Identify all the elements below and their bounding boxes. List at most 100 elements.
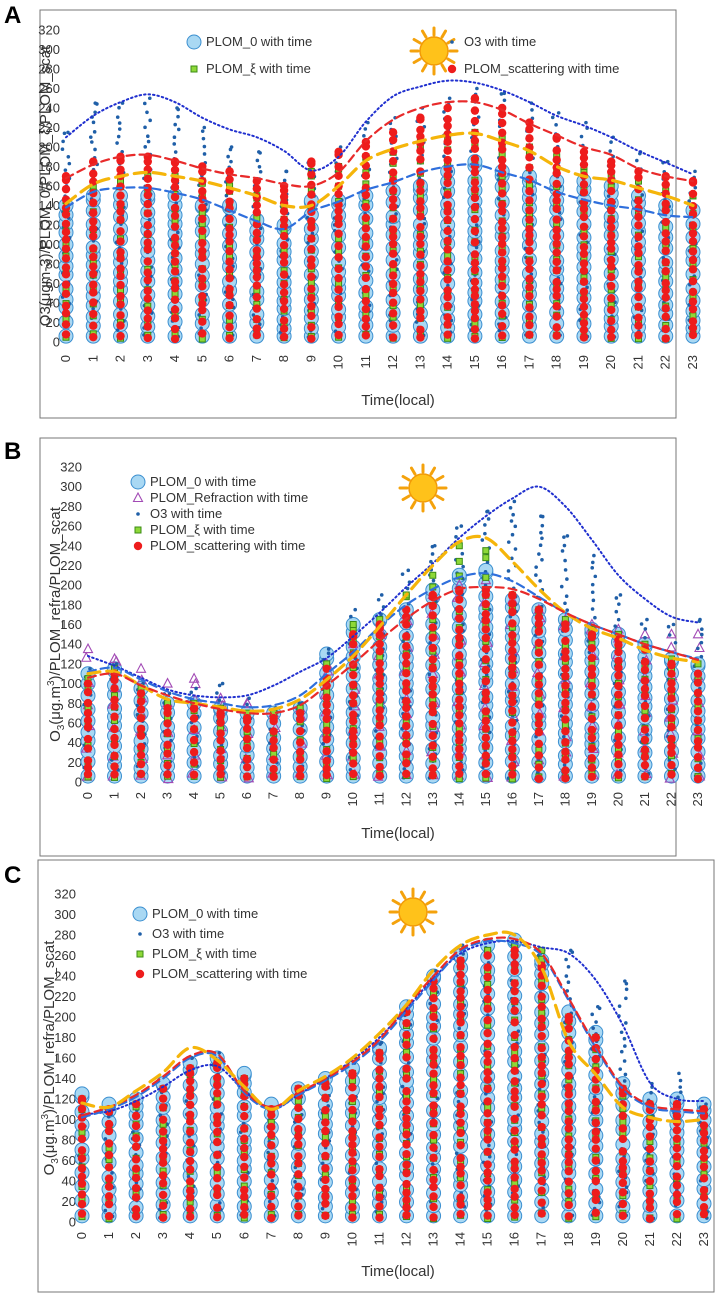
point-scat [116,227,125,236]
point-scat [614,647,623,657]
point-scat [334,274,343,283]
point-scat [116,264,125,273]
point-scat [388,195,398,204]
point-scat [89,262,98,271]
point-scat [110,740,119,750]
point-scat [693,753,703,762]
point-o3 [624,1021,628,1025]
point-scat [322,770,331,780]
point-scat [349,733,358,742]
point-scat [83,734,93,744]
y-tick-label: 320 [60,460,82,475]
point-scat [497,309,507,319]
legend-item: O3 with time [450,34,536,49]
point-xi [429,571,437,579]
sun-ray [410,466,417,476]
point-scat [561,737,570,747]
point-scat [252,201,262,210]
point-scat [110,675,119,685]
point-o3 [326,647,331,651]
point-scat [455,651,464,660]
point-scat [163,728,172,738]
x-tick-label: 17 [521,355,536,369]
point-scat [607,167,616,177]
trend-line [86,572,700,709]
point-scat [497,291,507,301]
point-o3 [430,1162,435,1166]
point-o3 [667,633,672,637]
point-scat [89,321,98,330]
point-scat [525,320,534,330]
y-tick-label: 240 [38,101,60,116]
point-scat [116,182,125,191]
point-scat [481,741,491,750]
point-refr [241,697,253,708]
point-scat [322,756,331,766]
point-scat [443,178,452,188]
point-o3 [93,110,97,115]
point-o3 [564,594,569,599]
point-o3 [110,1171,114,1175]
point-scat [497,248,507,257]
point-scat [143,314,152,323]
point-scat [587,744,597,753]
sun-ray [412,57,422,64]
point-scat [508,638,517,648]
point-scat [83,687,93,697]
x-tick-label: 16 [504,792,519,806]
point-scat [116,165,125,174]
point-o3 [687,199,691,203]
point-scat [561,774,570,783]
point-scat [269,743,278,752]
point-scat [252,228,262,238]
point-scat [307,255,316,264]
point-o3 [116,134,121,139]
legend-label: PLOM_scattering with time [150,538,305,553]
point-scat [349,726,358,736]
sun-icon [398,463,448,513]
point-scat [77,1134,87,1144]
point-scat [252,266,262,275]
point-scat [143,257,152,266]
point-scat [388,260,398,269]
point-scat [143,268,152,277]
point-scat [83,708,93,718]
point-scat [579,204,589,214]
point-scat [497,155,507,165]
point-o3 [499,92,504,96]
point-scat [552,331,561,340]
point-scat [252,304,262,313]
point-scat [279,296,289,306]
point-o3 [563,558,567,563]
point-scat [661,334,670,343]
point-scat [579,294,589,304]
legend-marker-refr [132,491,144,503]
point-scat [693,678,703,687]
point-scat [136,769,146,779]
point-scat [667,694,676,703]
series-o3 [60,86,698,341]
point-o3 [362,134,366,138]
x-tick-label: 10 [331,355,346,369]
point-scat [116,291,125,301]
point-o3 [486,517,491,521]
point-scat [295,726,305,736]
point-scat [198,264,207,274]
x-tick-label: 11 [372,792,387,806]
point-scat [640,772,650,781]
point-scat [77,1179,87,1188]
point-scat [375,742,384,751]
point-o3 [63,168,68,172]
point-scat [242,743,252,753]
sun-ray [429,466,436,476]
point-scat [534,605,544,614]
y-tick-label: 0 [69,1215,76,1230]
legend-marker-plom0 [186,34,202,50]
point-scat [216,755,225,764]
point-o3 [565,608,570,612]
point-o3 [483,523,487,527]
point-scat [361,331,371,340]
x-tick-label: 20 [610,792,625,806]
point-scat [470,313,480,323]
x-tick-label: 6 [236,1232,251,1239]
